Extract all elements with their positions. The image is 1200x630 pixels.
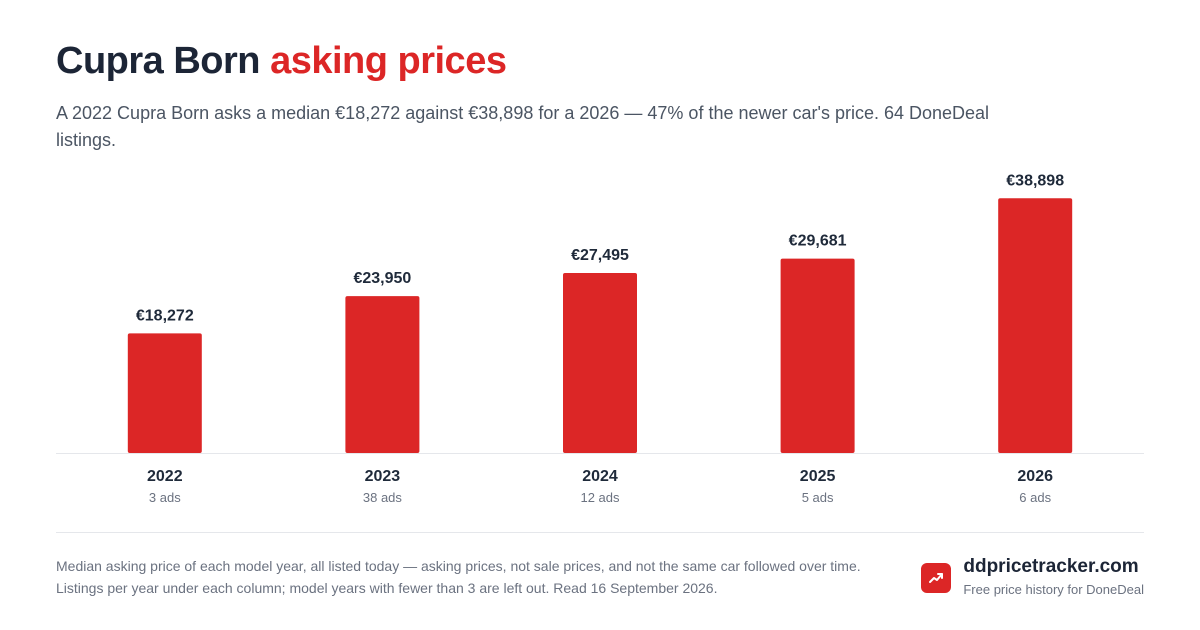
ads-count-2022: 3 ads [149,490,181,505]
ads-count-2023: 38 ads [363,490,403,505]
brand-tagline: Free price history for DoneDeal [963,582,1144,597]
category-label-2022: 2022 [147,468,183,485]
ads-count-2024: 12 ads [580,490,620,505]
footer-divider [56,532,1144,533]
value-label-2025: €29,681 [789,233,847,250]
value-label-2024: €27,495 [571,247,629,264]
brand[interactable]: ddpricetracker.com Free price history fo… [921,556,1144,600]
ads-count-2026: 6 ads [1019,490,1051,505]
value-label-2026: €38,898 [1006,172,1064,189]
bar-2022 [127,333,202,453]
trending-up-icon [921,563,952,593]
bar-2024 [563,272,637,453]
page-title: Cupra Born asking prices [56,40,507,83]
ads-count-2025: 5 ads [802,490,834,505]
bar-chart: €18,272 2022 3 ads €23,950 2023 38 ads €27,495… [56,172,1144,505]
bar-2023 [345,296,420,453]
bar-2026 [998,198,1073,453]
bar-2025 [780,258,855,453]
brand-name[interactable]: ddpricetracker.com [963,556,1139,577]
category-label-2024: 2024 [582,468,618,485]
category-label-2026: 2026 [1017,468,1053,485]
category-label-2025: 2025 [800,468,836,485]
title-main: Cupra Born [56,40,261,82]
category-label-2023: 2023 [365,468,401,485]
value-label-2022: €18,272 [136,307,194,324]
title-accent: asking prices [270,40,507,82]
page-subtitle: A 2022 Cupra Born asks a median €18,272 … [56,103,990,150]
value-label-2023: €23,950 [353,270,411,287]
footnote: Median asking price of each model year, … [56,558,861,596]
